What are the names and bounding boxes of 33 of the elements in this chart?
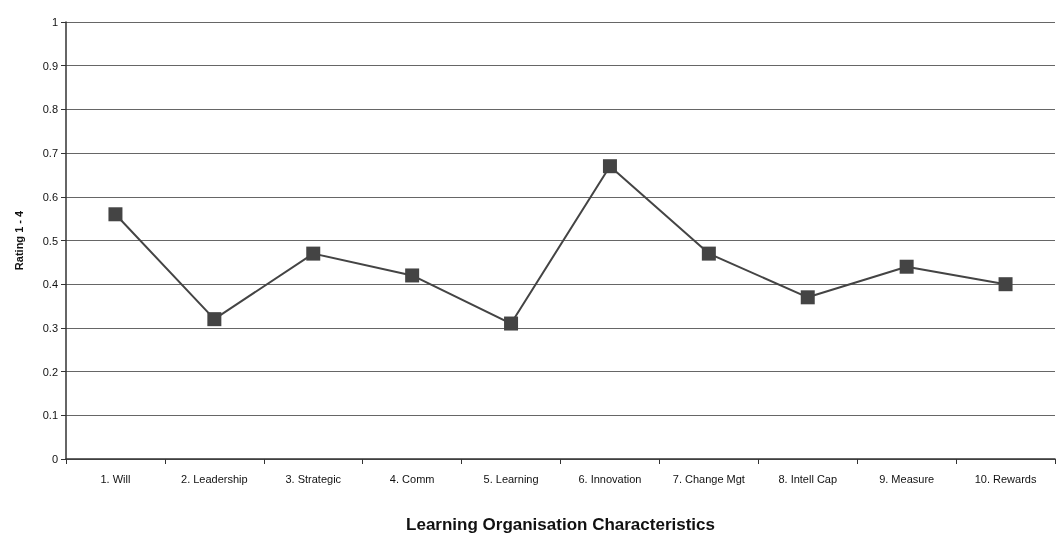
point [998,277,1013,292]
x-tick-label: 5. Learning [483,472,539,485]
y-tick-label: 0 [51,453,58,465]
point [108,207,123,222]
x-tick-label: 7. Change Mgt [672,472,745,485]
y-tick-label: 0.6 [42,190,58,203]
point [306,246,321,261]
point [602,159,617,174]
x-tick-label: 6. Innovation [578,472,642,485]
x-tick-label: 2. Leadership [181,472,248,485]
y-tick-label: 0.8 [42,103,58,116]
point [405,268,420,283]
point [504,316,519,331]
point [701,246,716,261]
y-tick-label: 0.5 [42,234,58,247]
x-axis-title: Learning Organisation Characteristics [406,515,715,534]
y-axis-title: Rating 1 - 4 [12,209,25,271]
x-tick-label: 9. Measure [879,472,935,485]
x-tick-label: 4. Comm [389,472,435,485]
y-tick-label: 0.1 [42,409,58,422]
y-tick-label: 1 [51,16,58,28]
y-tick-label: 0.9 [42,59,58,72]
x-tick-label: 3. Strategic [285,472,342,485]
x-tick-label: 10. Rewards [974,472,1037,485]
x-tick-label: 1. Will [100,472,131,485]
y-tick-label: 0.3 [42,321,58,334]
y-tick-label: 0.2 [42,365,58,378]
point [800,290,815,305]
y-tick-label: 0.4 [42,278,58,291]
point [899,259,914,274]
point [207,312,222,327]
y-tick-label: 0.7 [42,147,58,160]
x-tick-label: 8. Intell Cap [778,472,838,485]
